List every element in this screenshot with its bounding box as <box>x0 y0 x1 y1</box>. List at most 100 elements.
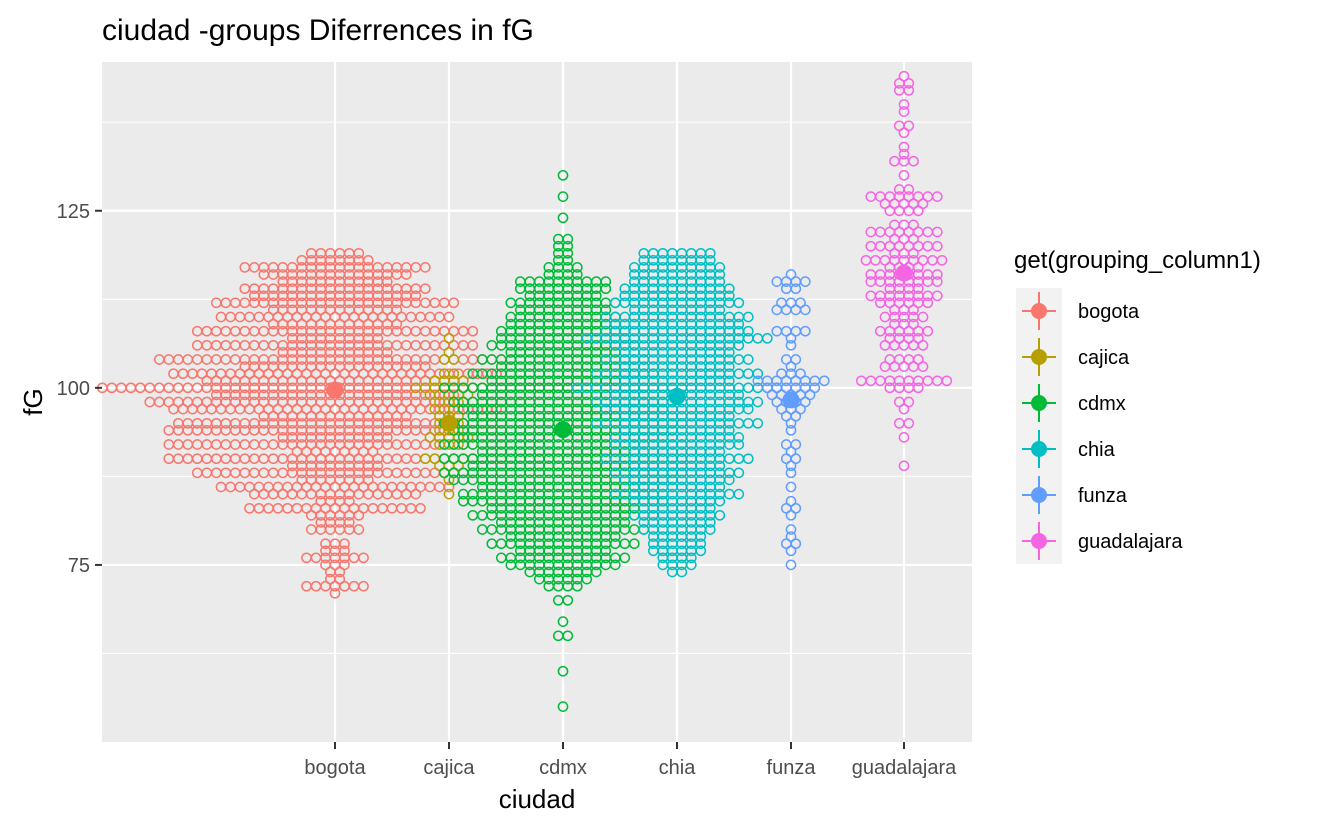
data-point <box>785 495 797 507</box>
data-point <box>733 297 745 309</box>
data-point <box>898 99 910 110</box>
data-point <box>931 276 943 287</box>
legend: get(grouping_column1) bogota cajica cdmx ch… <box>1014 247 1261 564</box>
data-point <box>941 375 953 387</box>
data-point <box>557 616 569 627</box>
data-point <box>733 488 745 500</box>
data-point <box>790 502 802 514</box>
data-point <box>931 290 943 302</box>
data-point <box>714 446 726 457</box>
data-point <box>742 311 754 323</box>
data-point <box>733 318 745 330</box>
data-point <box>381 432 393 443</box>
data-point <box>908 155 919 167</box>
y-tick-label-0: 75 <box>68 555 90 577</box>
data-point <box>742 453 754 465</box>
legend-key-dot-guadalajara <box>1031 533 1047 549</box>
data-point <box>358 552 369 564</box>
mean-point-cajica <box>440 414 458 432</box>
data-point <box>799 276 811 287</box>
data-point <box>695 531 707 542</box>
data-point <box>742 354 754 365</box>
data-point <box>685 559 697 571</box>
data-point <box>795 297 806 309</box>
data-points <box>96 70 953 712</box>
data-point <box>903 120 915 132</box>
data-point <box>609 531 621 542</box>
x-tick-label-1: cajica <box>423 757 475 779</box>
data-point <box>419 262 431 273</box>
data-point <box>903 396 915 408</box>
data-point <box>912 283 924 295</box>
data-point <box>562 254 574 266</box>
data-point <box>723 283 735 295</box>
legend-key-dot-funza <box>1031 487 1047 503</box>
legend-title: get(grouping_column1) <box>1014 247 1261 274</box>
data-point <box>912 354 924 365</box>
data-point <box>903 184 915 195</box>
data-point <box>742 325 754 337</box>
data-point <box>600 304 612 316</box>
data-point <box>676 566 688 578</box>
data-point <box>557 212 569 224</box>
data-point <box>799 325 811 337</box>
data-point <box>752 368 764 380</box>
data-point <box>448 297 460 309</box>
data-point <box>391 304 403 316</box>
data-point <box>898 432 910 443</box>
data-point <box>443 311 455 323</box>
data-point <box>619 517 631 528</box>
mean-point-chia <box>668 387 686 405</box>
data-point <box>571 580 583 592</box>
data-point <box>714 509 726 521</box>
data-point <box>908 318 919 330</box>
data-point <box>381 347 393 358</box>
data-point <box>557 701 569 712</box>
data-point <box>562 630 574 642</box>
data-point <box>903 77 915 89</box>
data-point <box>922 325 934 337</box>
data-point <box>714 262 726 273</box>
data-point <box>619 552 631 564</box>
data-point <box>419 361 431 372</box>
data-point <box>931 191 943 202</box>
data-point <box>733 432 745 443</box>
data-point <box>785 424 797 436</box>
data-point <box>790 283 802 295</box>
y-axis-title: fG <box>18 388 48 415</box>
data-point <box>695 538 707 550</box>
data-point <box>453 396 464 408</box>
data-point <box>590 566 602 578</box>
data-point <box>742 403 754 415</box>
data-point <box>723 410 735 422</box>
data-point <box>723 424 735 436</box>
data-point <box>931 269 943 280</box>
data-point <box>358 580 369 592</box>
data-point <box>714 269 726 280</box>
data-point <box>898 169 910 181</box>
data-point <box>714 304 726 316</box>
data-point <box>704 517 716 528</box>
data-point <box>600 545 612 557</box>
data-point <box>912 332 924 344</box>
data-point <box>733 339 745 351</box>
data-point <box>410 290 422 302</box>
data-point <box>714 276 726 287</box>
data-point <box>723 290 735 302</box>
data-point <box>790 439 802 450</box>
data-point <box>372 332 384 344</box>
data-point <box>898 106 910 117</box>
data-point <box>467 339 479 351</box>
data-point <box>453 439 464 450</box>
data-point <box>372 460 384 472</box>
x-axis: bogota cajica cdmx chia funza guadalajara <box>304 742 957 779</box>
legend-label-cajica: cajica <box>1078 347 1130 369</box>
data-point <box>790 453 802 465</box>
data-point <box>362 254 374 266</box>
x-axis-title: ciudad <box>499 784 576 814</box>
mean-point-bogota <box>326 381 344 399</box>
data-point <box>343 517 355 528</box>
data-point <box>695 545 707 557</box>
data-point <box>795 368 806 380</box>
data-point <box>343 495 355 507</box>
